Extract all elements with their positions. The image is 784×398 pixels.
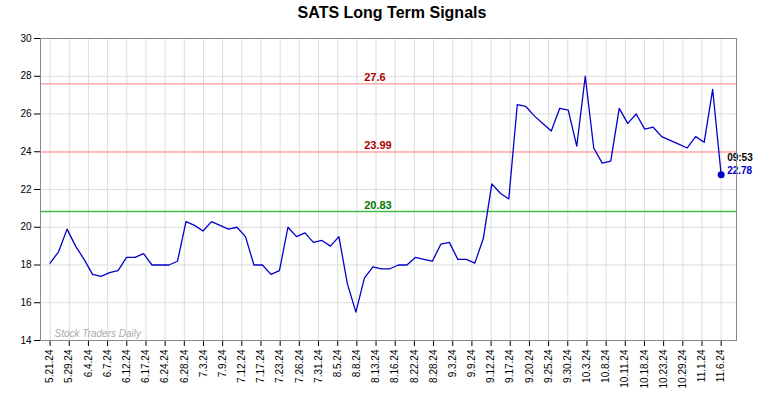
svg-text:23.99: 23.99 — [364, 139, 392, 151]
svg-text:24: 24 — [20, 146, 32, 157]
svg-text:7.31.24: 7.31.24 — [313, 349, 324, 383]
svg-text:Stock Traders Daily: Stock Traders Daily — [55, 328, 143, 339]
svg-text:27.6: 27.6 — [364, 71, 385, 83]
svg-text:6.12.24: 6.12.24 — [121, 349, 132, 383]
svg-text:7.26.24: 7.26.24 — [294, 349, 305, 383]
svg-text:5.29.24: 5.29.24 — [63, 349, 74, 383]
svg-text:09:53: 09:53 — [727, 152, 753, 163]
svg-text:8.13.24: 8.13.24 — [370, 349, 381, 383]
svg-text:5.21.24: 5.21.24 — [44, 349, 55, 383]
svg-text:6.7.24: 6.7.24 — [102, 349, 113, 377]
svg-text:10.18.24: 10.18.24 — [639, 349, 650, 388]
svg-text:6.17.24: 6.17.24 — [140, 349, 151, 383]
svg-text:7.12.24: 7.12.24 — [236, 349, 247, 383]
svg-text:16: 16 — [20, 297, 32, 308]
svg-text:9.17.24: 9.17.24 — [504, 349, 515, 383]
svg-text:28: 28 — [20, 70, 32, 81]
svg-text:10.8.24: 10.8.24 — [600, 349, 611, 383]
svg-text:8.28.24: 8.28.24 — [428, 349, 439, 383]
svg-text:30: 30 — [20, 33, 32, 44]
svg-text:10.23.24: 10.23.24 — [658, 349, 669, 388]
svg-text:7.17.24: 7.17.24 — [255, 349, 266, 383]
svg-text:6.4.24: 6.4.24 — [83, 349, 94, 377]
svg-text:9.9.24: 9.9.24 — [466, 349, 477, 377]
svg-text:8.8.24: 8.8.24 — [351, 349, 362, 377]
svg-text:10.11.24: 10.11.24 — [619, 349, 630, 388]
svg-text:6.24.24: 6.24.24 — [159, 349, 170, 383]
svg-text:9.25.24: 9.25.24 — [543, 349, 554, 383]
svg-text:14: 14 — [20, 335, 32, 346]
svg-text:20.83: 20.83 — [364, 199, 392, 211]
svg-text:6.28.24: 6.28.24 — [179, 349, 190, 383]
html-text:SATS Long Term Signals: SATS Long Term Signals — [297, 4, 487, 21]
svg-text:9.3.24: 9.3.24 — [447, 349, 458, 377]
svg-text:7.3.24: 7.3.24 — [198, 349, 209, 377]
svg-text:10.29.24: 10.29.24 — [677, 349, 688, 388]
svg-text:8.5.24: 8.5.24 — [332, 349, 343, 377]
svg-text:9.12.24: 9.12.24 — [485, 349, 496, 383]
svg-text:9.20.24: 9.20.24 — [524, 349, 535, 383]
svg-text:22.78: 22.78 — [727, 165, 752, 176]
svg-text:11.6.24: 11.6.24 — [715, 349, 726, 382]
svg-text:10.3.24: 10.3.24 — [581, 349, 592, 383]
svg-text:26: 26 — [20, 108, 32, 119]
svg-text:7.23.24: 7.23.24 — [274, 349, 285, 383]
svg-text:20: 20 — [20, 221, 32, 232]
svg-text:7.9.24: 7.9.24 — [217, 349, 228, 377]
svg-text:8.22.24: 8.22.24 — [409, 349, 420, 383]
svg-text:9.30.24: 9.30.24 — [562, 349, 573, 383]
svg-text:18: 18 — [20, 259, 32, 270]
svg-text:22: 22 — [20, 184, 32, 195]
svg-text:8.16.24: 8.16.24 — [389, 349, 400, 383]
svg-text:11.1.24: 11.1.24 — [696, 349, 707, 382]
